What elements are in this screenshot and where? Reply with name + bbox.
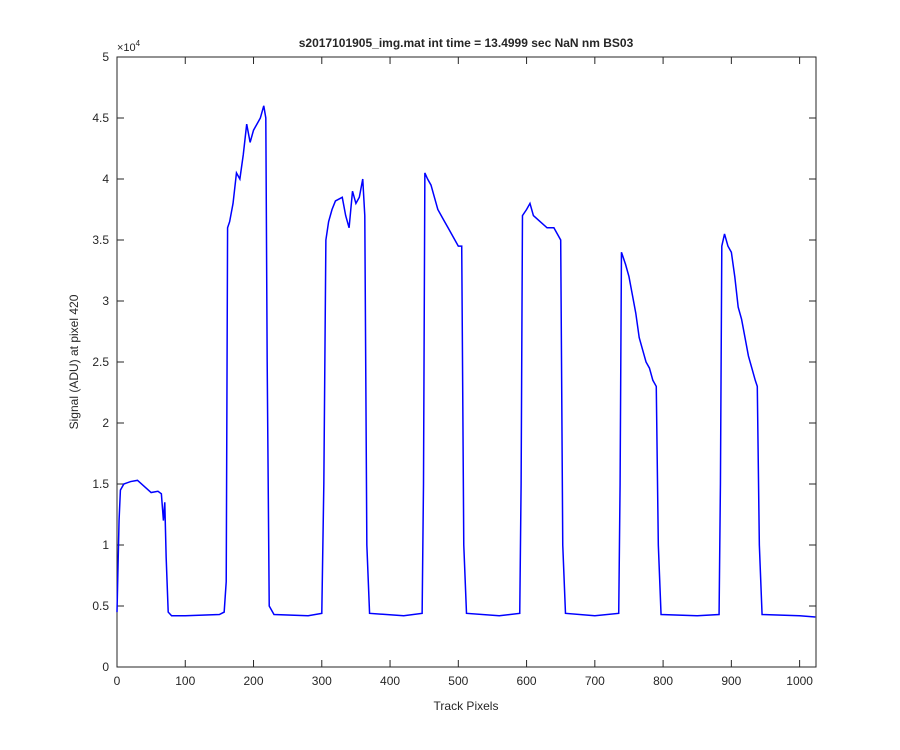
chart-title: s2017101905_img.mat int time = 13.4999 s… bbox=[299, 36, 634, 50]
x-tick-label: 900 bbox=[721, 674, 741, 688]
x-tick-label: 1000 bbox=[786, 674, 813, 688]
y-multiplier-base: ×10 bbox=[117, 42, 136, 54]
y-tick-label: 4 bbox=[102, 172, 109, 186]
x-tick-label: 300 bbox=[312, 674, 332, 688]
y-tick-label: 1.5 bbox=[92, 477, 109, 491]
x-tick-label: 0 bbox=[114, 674, 121, 688]
y-tick-label: 3.5 bbox=[92, 233, 109, 247]
x-tick-label: 200 bbox=[244, 674, 264, 688]
x-tick-label: 700 bbox=[585, 674, 605, 688]
y-tick-label: 2.5 bbox=[92, 355, 109, 369]
y-multiplier: ×104 bbox=[117, 39, 141, 54]
x-tick-label: 400 bbox=[380, 674, 400, 688]
data-line bbox=[116, 105, 816, 618]
y-tick-label: 1 bbox=[102, 538, 109, 552]
x-tick-label: 100 bbox=[175, 674, 195, 688]
y-axis-label: Signal (ADU) at pixel 420 bbox=[67, 294, 81, 429]
x-tick-label: 500 bbox=[448, 674, 468, 688]
axes-box bbox=[116, 56, 817, 668]
y-multiplier-exponent: 4 bbox=[136, 39, 141, 48]
x-tick-label: 600 bbox=[517, 674, 537, 688]
x-tick-label: 800 bbox=[653, 674, 673, 688]
y-tick-label: 2 bbox=[102, 416, 109, 430]
y-tick-label: 0 bbox=[102, 660, 109, 674]
y-tick-label: 0.5 bbox=[92, 599, 109, 613]
x-axis-label: Track Pixels bbox=[434, 699, 499, 713]
y-tick-label: 5 bbox=[102, 50, 109, 64]
y-tick-label: 3 bbox=[102, 294, 109, 308]
y-tick-label: 4.5 bbox=[92, 111, 109, 125]
